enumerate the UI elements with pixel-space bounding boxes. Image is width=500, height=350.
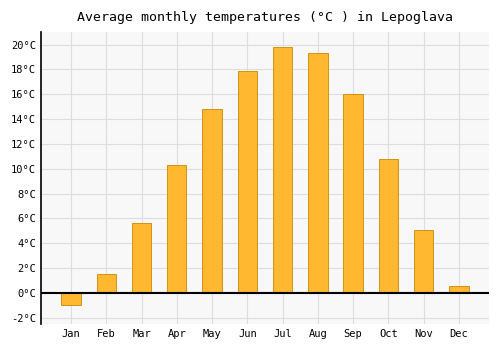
Bar — [449, 286, 468, 293]
Bar — [344, 94, 363, 293]
Bar — [167, 165, 186, 293]
Bar — [202, 109, 222, 293]
Bar — [273, 47, 292, 293]
Bar — [96, 274, 116, 293]
Bar — [308, 53, 328, 293]
Bar — [378, 159, 398, 293]
Bar — [132, 223, 151, 293]
Title: Average monthly temperatures (°C ) in Lepoglava: Average monthly temperatures (°C ) in Le… — [77, 11, 453, 24]
Bar — [238, 71, 257, 293]
Bar — [62, 293, 80, 306]
Bar — [414, 230, 434, 293]
